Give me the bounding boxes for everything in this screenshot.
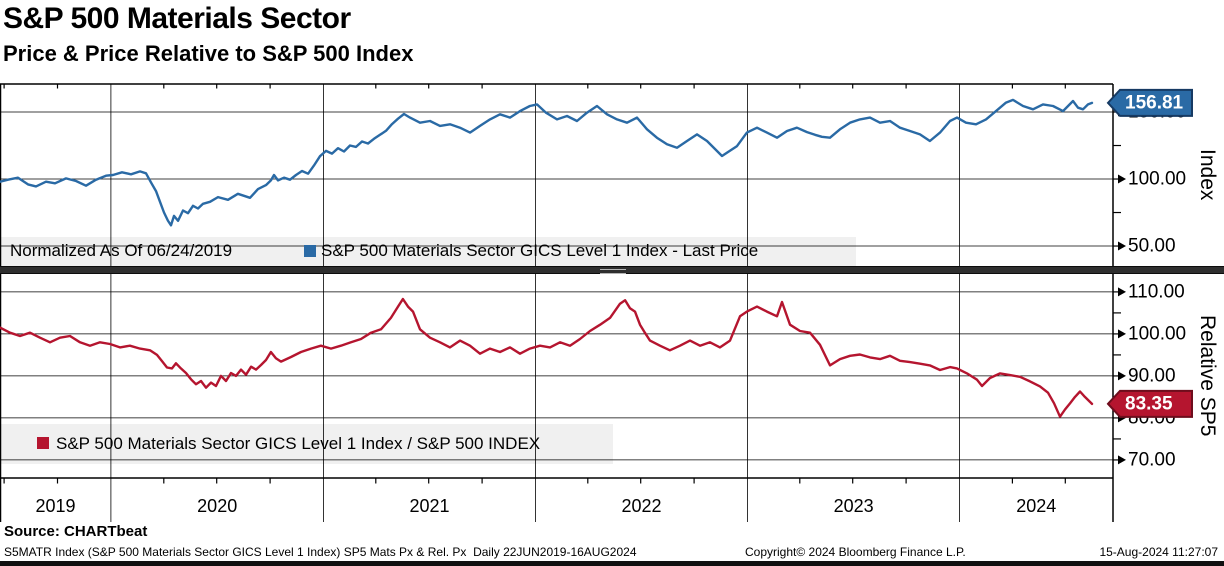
y-tick-label: 100.00 [1128,169,1186,190]
copyright-label: Copyright© 2024 Bloomberg Finance L.P. [745,545,966,559]
bottom-edge-bar [0,561,1224,566]
relative-series-legend-label: S&P 500 Materials Sector GICS Level 1 In… [56,434,541,453]
x-year-label: 2020 [197,496,237,516]
bottom-legend-band [0,424,613,464]
relative-series-swatch-icon [37,437,49,449]
last-relative-tag [1106,389,1193,418]
y-tick-arrow-icon [1118,455,1126,465]
x-year-label: 2021 [409,496,449,516]
y-tick-label: 100.00 [1128,323,1186,344]
panel-separator-bar [0,266,1224,274]
source-label: Source: CHARTbeat [4,523,148,540]
panel-resize-handle-icon[interactable] [600,268,626,274]
page-subtitle: Price & Price Relative to S&P 500 Index [3,41,414,66]
last-relative-tag-label: 83.35 [1125,393,1173,414]
instrument-description: S5MATR Index (S&P 500 Materials Sector G… [4,545,637,559]
y-tick-arrow-icon [1118,329,1126,339]
bottom-axis-title: Relative SP5 [1196,314,1219,437]
timestamp-label: 15-Aug-2024 11:27:07 [1099,545,1218,559]
y-tick-arrow-icon [1118,371,1126,381]
y-tick-label: 70.00 [1128,449,1176,470]
y-tick-label: 90.00 [1128,365,1176,386]
top-axis-title: Index [1196,149,1219,201]
top-legend-band [0,237,856,266]
relative-line-series [0,297,1094,418]
y-tick-arrow-icon [1118,174,1126,184]
y-tick-arrow-icon [1118,241,1126,251]
last-price-tag [1106,88,1193,117]
x-year-label: 2019 [35,496,75,516]
x-year-label: 2023 [834,496,874,516]
x-year-label: 2024 [1016,496,1056,516]
price-line-series [0,98,1094,227]
page-title: S&P 500 Materials Sector [3,2,351,35]
y-tick-label: 50.00 [1128,236,1176,257]
x-year-label: 2022 [621,496,661,516]
last-price-tag-label: 156.81 [1125,92,1184,113]
normalized-note: Normalized As Of 06/24/2019 [10,241,233,260]
price-series-swatch-icon [304,245,316,257]
y-tick-label: 110.00 [1128,281,1185,302]
price-series-legend-label: S&P 500 Materials Sector GICS Level 1 In… [321,241,759,260]
y-tick-arrow-icon [1118,287,1126,297]
